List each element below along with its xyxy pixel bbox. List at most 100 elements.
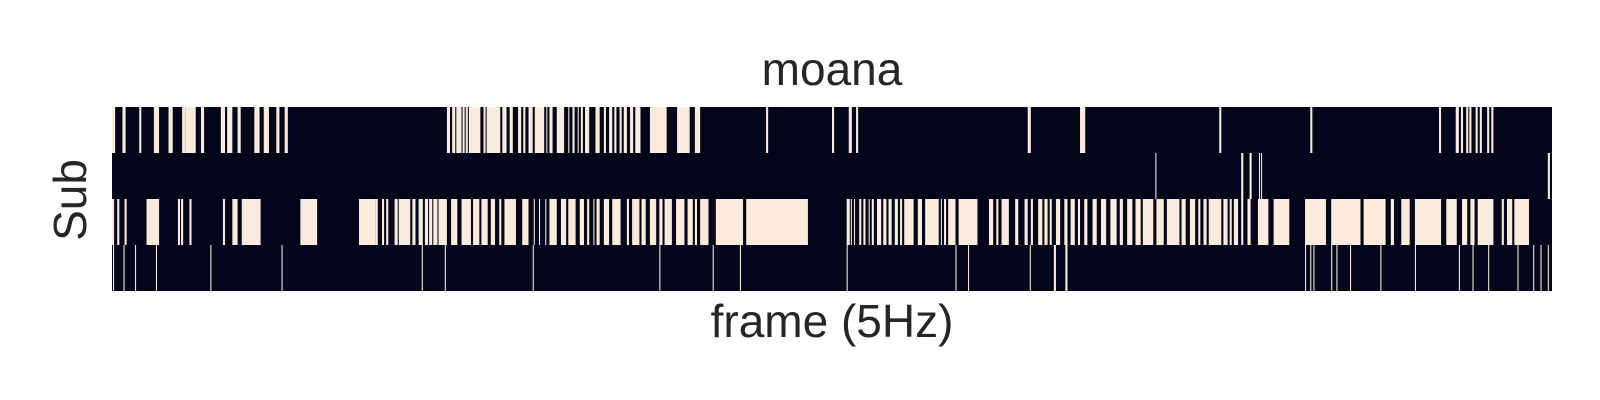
heatmap-cell [504,199,516,245]
heatmap-cell [545,199,547,245]
heatmap-cell [832,107,835,153]
heatmap-cell [112,107,116,153]
heatmap-cell [483,107,486,153]
heatmap-cell [877,199,882,245]
heatmap-cell [1331,199,1361,245]
heatmap-cell [1310,107,1313,153]
heatmap-cell [641,199,646,245]
heatmap-cell [1488,245,1490,291]
heatmap-cell [1517,245,1519,291]
heatmap-cell [943,199,947,245]
heatmap-cell [988,199,994,245]
heatmap-cell [1458,245,1460,291]
heatmap-cell [632,199,640,245]
heatmap-cell [863,199,866,245]
heatmap-cell [1331,245,1333,291]
heatmap-cell [1044,199,1048,245]
heatmap-cell [614,107,617,153]
heatmap-cell [461,199,471,245]
heatmap-cell [1336,245,1338,291]
heatmap-cell [549,199,557,245]
heatmap-cell [222,199,226,245]
heatmap-cell [1030,199,1033,245]
heatmap-cell [1110,199,1117,245]
heatmap-cell [612,199,621,245]
heatmap-cell [502,107,507,153]
heatmap-cell [630,107,634,153]
heatmap-cell [1049,199,1052,245]
heatmap-cell [948,199,956,245]
heatmap-cell [1135,199,1141,245]
heatmap-cell [1055,199,1061,245]
heatmap-cell [556,107,565,153]
heatmap-cell [596,199,600,245]
heatmap-cell [1514,199,1529,245]
heatmap-cell [1127,199,1133,245]
heatmap-cell [1273,199,1290,245]
heatmap-cell [1261,153,1263,199]
heatmap-cell [766,107,769,153]
heatmap-cell [1462,199,1468,245]
heatmap-cell [281,245,283,291]
heatmap-cell [694,107,701,153]
heatmap-cell [241,199,261,245]
heatmap-cell [687,199,693,245]
heatmap-cell [1241,199,1244,245]
heatmap-cell [1540,245,1542,291]
heatmap-cell [1472,245,1474,291]
heatmap-cell [481,199,488,245]
heatmap-cell [700,199,709,245]
heatmap-cell [572,107,575,153]
heatmap-cell [300,199,318,245]
heatmap-cell [490,199,496,245]
heatmap-cell [1223,199,1228,245]
heatmap-cell [1258,153,1261,199]
heatmap-cell [868,199,870,245]
heatmap-cell [580,107,583,153]
heatmap-cell [1305,199,1326,245]
heatmap-cell [955,245,957,291]
heatmap-cell [181,199,184,245]
heatmap-cell [925,199,939,245]
heatmap-cell [1491,107,1494,153]
heatmap-cell [177,199,181,245]
heatmap-cell [568,199,576,245]
heatmap-cell [382,199,385,245]
heatmap-cell [1460,107,1464,153]
heatmap-cell [1414,245,1416,291]
heatmap-cell [871,199,874,245]
heatmap-cell [603,107,606,153]
heatmap-cell [1208,199,1222,245]
heatmap-cell [412,199,416,245]
heatmap-cell [746,199,808,245]
heatmap-cell [1166,199,1180,245]
heatmap-cell [189,199,192,245]
heatmap-cell [1092,199,1097,245]
heatmap-cell [888,199,892,245]
heatmap-cell [1203,199,1207,245]
heatmap-cell [533,199,535,245]
heatmap-cell [664,199,672,245]
heatmap-cell [1547,245,1549,291]
heatmap-cell [904,199,914,245]
heatmap-cell [528,107,533,153]
heatmap-cell [1080,107,1086,153]
heatmap-cell [1533,245,1535,291]
heatmap-cell [1029,245,1031,291]
heatmap-cell [220,107,226,153]
heatmap-cell [659,199,663,245]
heatmap-cell [900,199,903,245]
heatmap-cell [894,199,898,245]
heatmap-cell [1310,245,1312,291]
heatmap-row-2 [112,153,1552,199]
heatmap-cell [856,107,859,153]
heatmap-cell [522,199,529,245]
heatmap-cell [677,107,690,153]
heatmap-cell [1390,199,1394,245]
heatmap-cell [532,245,534,291]
heatmap-cell [1455,107,1459,153]
heatmap-cell [1053,245,1056,291]
heatmap-cell [534,107,545,153]
heatmap-cell [375,199,378,245]
heatmap-cell [168,107,173,153]
